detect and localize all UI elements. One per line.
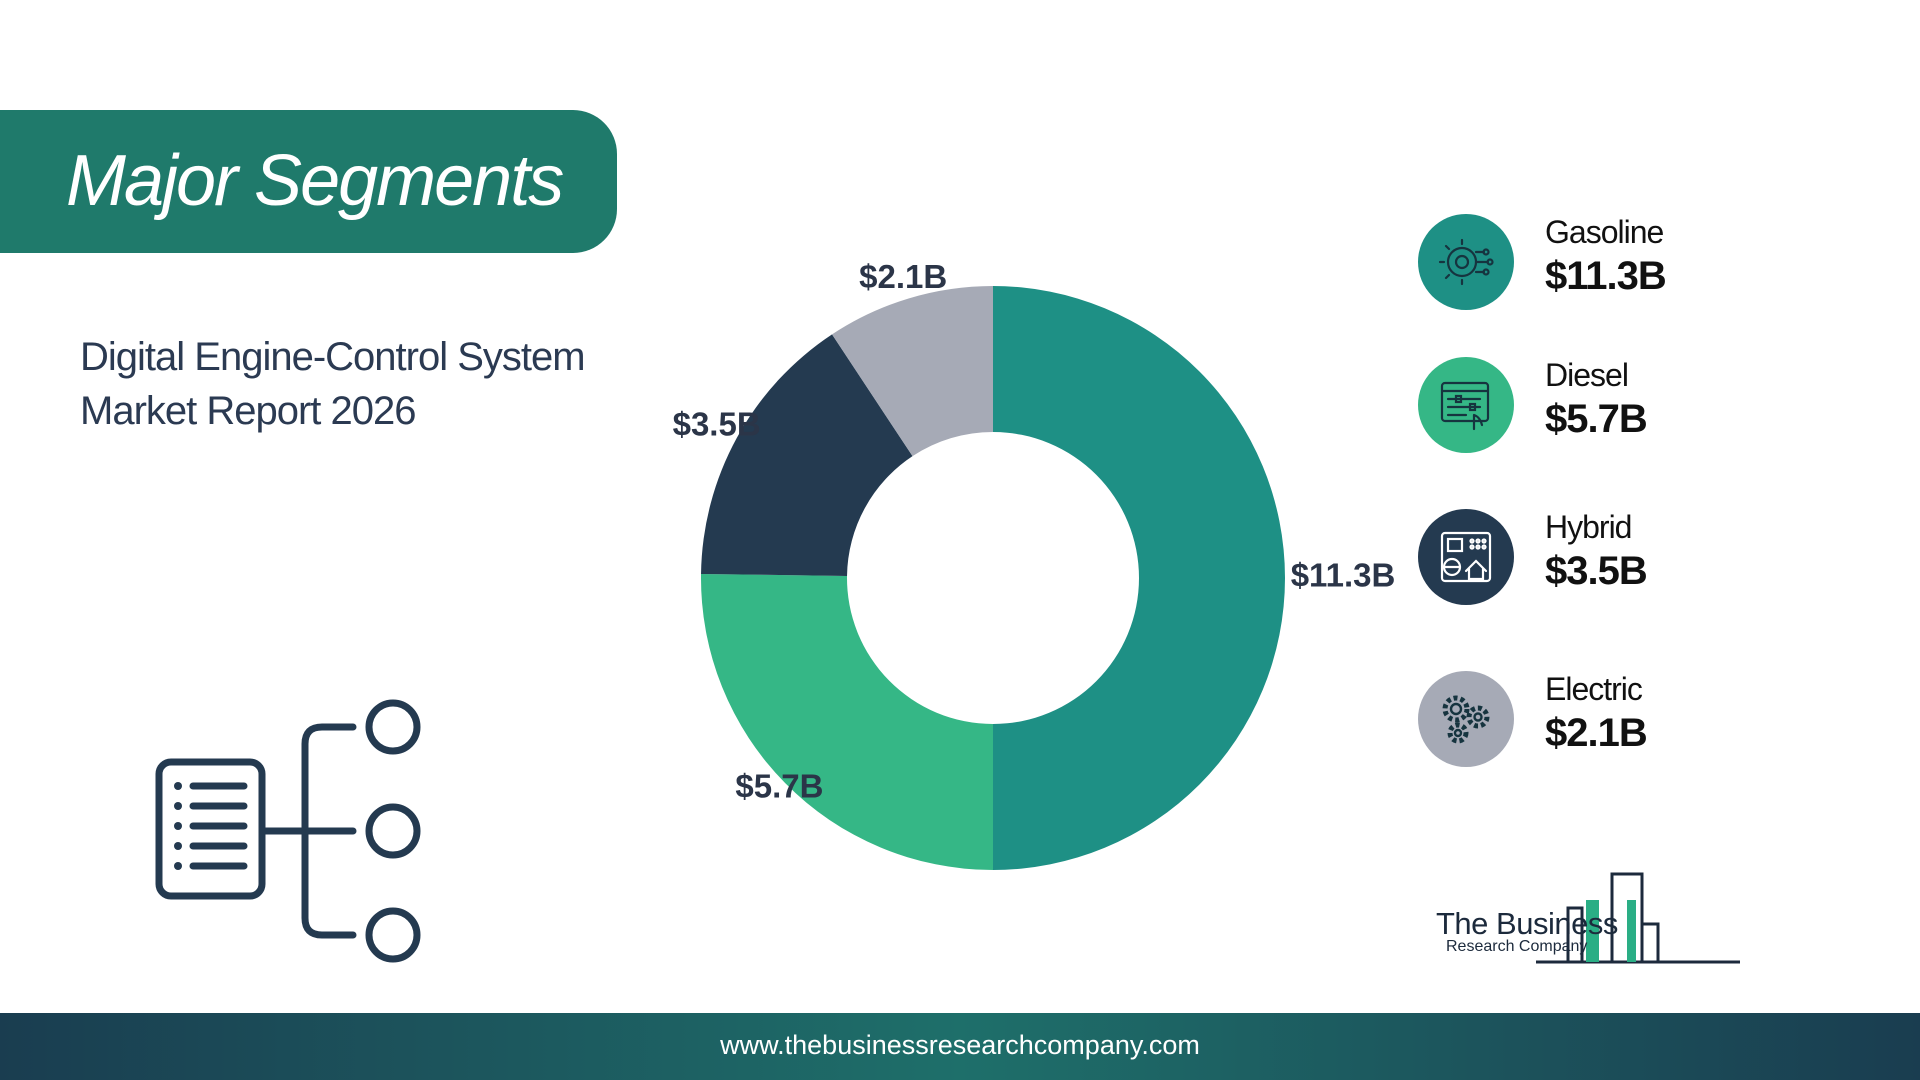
control-panel-icon [1418, 357, 1514, 453]
data-label-diesel: $5.7B [735, 767, 823, 804]
legend-label-diesel: Diesel [1545, 357, 1629, 393]
legend-value-hybrid: $3.5B [1545, 549, 1648, 593]
company-logo: The Business Research Company [1436, 870, 1746, 975]
donut-slice-electric [832, 286, 993, 457]
footer-bar: www.thebusinessresearchcompany.com [0, 1013, 1920, 1080]
logo-text-line2: Research Company [1446, 938, 1588, 955]
data-label-gasoline: $11.3B [1291, 557, 1396, 594]
footer-url-link[interactable]: www.thebusinessresearchcompany.com [720, 1030, 1200, 1060]
legend-label-hybrid: Hybrid [1545, 509, 1632, 545]
data-label-hybrid: $3.5B [673, 406, 761, 443]
gears-icon [1418, 671, 1514, 767]
logo-buildings-icon [1536, 872, 1740, 964]
donut-slice-gasoline [993, 286, 1285, 870]
legend-value-electric: $2.1B [1545, 711, 1648, 755]
legend-value-diesel: $5.7B [1545, 397, 1648, 441]
donut-slice-diesel [701, 573, 993, 870]
legend-label-electric: Electric [1545, 671, 1643, 707]
donut-chart: $11.3B $5.7B $3.5B $2.1B [673, 258, 1396, 870]
report-title-line2: Market Report 2026 [80, 389, 417, 433]
legend-value-gasoline: $11.3B [1545, 254, 1667, 298]
engine-chip-icon [1418, 214, 1514, 310]
dashboard-home-icon [1418, 509, 1514, 605]
donut-slice-hybrid [701, 334, 913, 576]
logo-text-line1: The Business [1436, 906, 1618, 941]
title-banner: Major Segments [0, 110, 617, 253]
legend-label-gasoline: Gasoline [1545, 214, 1664, 250]
report-subtitle: Digital Engine-Control System Market Rep… [80, 330, 586, 438]
data-label-electric: $2.1B [859, 258, 947, 295]
page-title: Major Segments [66, 141, 564, 221]
segments-tree-icon [155, 699, 421, 963]
report-title-line1: Digital Engine-Control System [80, 335, 586, 379]
